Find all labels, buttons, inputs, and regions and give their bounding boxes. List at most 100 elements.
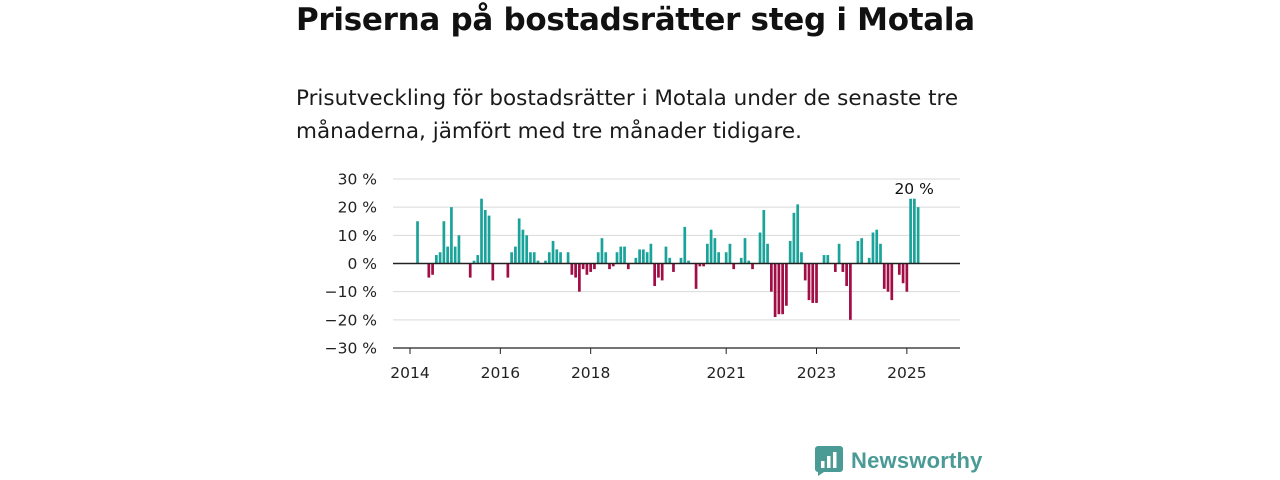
- bar: [694, 263, 698, 289]
- bar: [773, 263, 777, 318]
- bar: [657, 263, 660, 278]
- bar: [849, 263, 852, 320]
- chart-subtitle: Prisutveckling för bostadsrätter i Motal…: [296, 86, 959, 144]
- y-tick-label: 20 %: [338, 199, 377, 217]
- bar: [668, 257, 672, 264]
- bar: [517, 218, 521, 264]
- gridlines: [393, 178, 960, 321]
- bar: [875, 229, 879, 264]
- bar: [909, 198, 912, 264]
- bar: [856, 240, 860, 264]
- bar: [593, 263, 596, 270]
- bar: [585, 263, 589, 275]
- x-axis-labels: 2014 2016 2018 2021 2023 2025: [390, 364, 926, 382]
- bar: [506, 263, 510, 278]
- bar: [638, 249, 641, 264]
- bar: [529, 252, 532, 264]
- y-tick-label: 30 %: [338, 171, 377, 189]
- bar: [521, 229, 525, 264]
- bar: [713, 238, 717, 264]
- bar: [574, 263, 577, 278]
- bar: [792, 212, 796, 264]
- bar: [510, 252, 513, 264]
- x-tick-label: 2018: [571, 364, 610, 382]
- bar: [472, 260, 476, 264]
- bar: [525, 235, 529, 264]
- bar: [442, 221, 446, 264]
- y-tick-label: −20 %: [325, 311, 377, 329]
- bar: [841, 263, 845, 272]
- bar: [687, 260, 690, 264]
- bar: [732, 263, 736, 270]
- bar: [555, 249, 559, 264]
- bar: [871, 232, 875, 264]
- bar: [476, 255, 480, 264]
- bar: [879, 243, 882, 264]
- bar: [702, 263, 705, 267]
- bar: [672, 263, 675, 272]
- bar: [438, 252, 442, 264]
- bar: [536, 260, 540, 264]
- y-axis-labels: 30 % 20 % 10 % 0 % −10 % −20 % −30 %: [325, 171, 377, 358]
- bar: [916, 207, 920, 264]
- x-tick-label: 2016: [481, 364, 520, 382]
- bar: [845, 263, 848, 287]
- bar: [615, 252, 619, 264]
- bar: [570, 263, 574, 275]
- bar: [833, 263, 837, 272]
- bar: [434, 255, 438, 264]
- bar-chart: 30 %20 %10 %0 %−10 %−20 %−30 % 2014 2016 2…: [325, 171, 960, 382]
- bar: [446, 246, 449, 264]
- bar: [788, 240, 792, 264]
- bar: [649, 243, 653, 264]
- bar: [453, 246, 457, 264]
- bar: [751, 263, 754, 270]
- axes: [393, 262, 960, 354]
- newsworthy-logo: Newsworthy: [815, 446, 983, 476]
- bar: [608, 263, 611, 270]
- bar: [514, 246, 517, 264]
- bar: [803, 263, 807, 281]
- brand-name: Newsworthy: [851, 448, 983, 473]
- bar: [596, 252, 600, 264]
- annotations: 20 %: [894, 180, 933, 198]
- bar: [623, 246, 626, 264]
- bar: [811, 263, 815, 303]
- bar: [578, 263, 581, 292]
- bar: [901, 263, 905, 284]
- bar: [758, 232, 762, 264]
- bar: [766, 243, 769, 264]
- bar: [837, 243, 841, 264]
- bar: [785, 263, 788, 306]
- bar: [559, 252, 562, 264]
- bar: [600, 238, 604, 264]
- bar: [777, 263, 781, 315]
- bar: [728, 243, 732, 264]
- y-tick-label: 10 %: [338, 227, 377, 245]
- bar: [487, 215, 491, 264]
- bar: [867, 257, 871, 264]
- bar-chart-icon: [815, 446, 843, 476]
- y-tick-label: 0 %: [347, 255, 377, 273]
- bar: [796, 204, 800, 264]
- bar: [709, 229, 713, 264]
- bar: [431, 263, 434, 275]
- bar: [886, 263, 890, 292]
- bar: [800, 252, 803, 264]
- y-tick-label: −30 %: [325, 340, 377, 358]
- bar: [611, 263, 615, 267]
- bar: [717, 252, 720, 264]
- bar: [551, 240, 555, 264]
- bar: [566, 252, 570, 264]
- bar: [483, 209, 487, 264]
- y-tick-label: −10 %: [325, 283, 377, 301]
- bar: [491, 263, 495, 281]
- bar: [450, 207, 453, 264]
- bar: [913, 198, 916, 264]
- last-value-label: 20 %: [894, 180, 933, 198]
- bar: [416, 221, 419, 264]
- bar: [626, 263, 630, 270]
- bar: [739, 257, 743, 264]
- bar: [427, 263, 431, 278]
- bar: [532, 252, 536, 264]
